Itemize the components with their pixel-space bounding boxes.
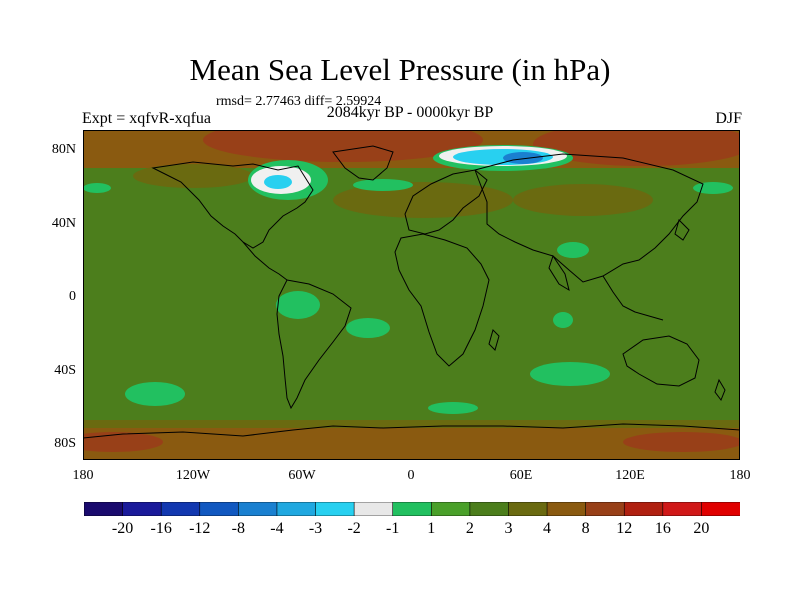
colorbar-swatch [546, 502, 587, 516]
coast-southeast-asia [602, 275, 664, 321]
colorbar-label: -4 [270, 520, 284, 537]
anomaly-barents-low-deep [503, 152, 543, 164]
colorbar-label: -20 [111, 520, 134, 537]
coast-antarctica [83, 423, 740, 439]
anomaly-south-indian-low [530, 362, 610, 386]
colorbar-swatch [701, 502, 740, 516]
colorbar-label: 4 [543, 520, 552, 537]
colorbar-swatch [276, 502, 317, 516]
colorbar-swatch [623, 502, 664, 516]
colorbar-swatch [315, 502, 355, 516]
coast-south-america [276, 279, 352, 410]
lon-label-0: 0 [407, 468, 415, 483]
colorbar-label: -8 [231, 520, 245, 537]
coastlines [83, 145, 740, 439]
colorbar [84, 502, 740, 516]
colorbar-swatch [662, 502, 703, 516]
lat-label-40n: 40N [51, 216, 76, 231]
anomaly-arctic-high [203, 130, 483, 162]
anomaly-northatlantic-green [353, 179, 413, 191]
anomaly-pacific-band [133, 164, 253, 188]
colorbar-swatch [160, 502, 201, 516]
anomaly-antarctic-red-left [83, 432, 163, 452]
colorbar-label: -12 [189, 520, 211, 537]
lon-label-180e: 180 [729, 468, 751, 483]
coast-north-america [151, 161, 314, 249]
colorbar-swatch [238, 502, 278, 516]
colorbar-label: 12 [616, 520, 633, 537]
anomaly-asia-band [513, 184, 653, 216]
coast-central-america [242, 241, 288, 281]
colorbar-swatch [392, 502, 433, 516]
colorbar-label: 1 [427, 520, 436, 537]
colorbar-swatch [199, 502, 240, 516]
lat-label-80n: 80N [51, 142, 76, 157]
anomaly-siberia-high [533, 130, 740, 166]
lon-label-180w: 180 [72, 468, 94, 483]
stats-label: rmsd= 2.77463 diff= 2.59924 [216, 94, 382, 109]
coast-madagascar [488, 329, 500, 351]
lon-label-60e: 60E [509, 468, 533, 483]
lon-label-60w: 60W [288, 468, 316, 483]
colorbar-label: 8 [581, 520, 590, 537]
lat-label-40s: 40S [54, 363, 76, 378]
colorbar-label: 16 [654, 520, 671, 537]
coast-africa [394, 233, 490, 367]
colorbar-swatch [585, 502, 626, 516]
anomaly-canada-low-blue [264, 175, 292, 189]
anomaly-atlantic-band [333, 182, 513, 218]
anomaly-pacific-tropic [276, 291, 320, 319]
season-label: DJF [715, 110, 742, 127]
lon-label-120w: 120W [175, 468, 211, 483]
anomaly-atlantic-tropic [346, 318, 390, 338]
colorbar-label: 2 [465, 520, 474, 537]
map-frame [83, 130, 740, 460]
colorbar-swatch [430, 502, 471, 516]
lat-label-80s: 80S [54, 436, 76, 451]
experiment-label: Expt = xqfvR-xqfua [82, 110, 211, 127]
period-label: 2084kyr BP - 0000kyr BP [326, 104, 494, 121]
anomaly-antarctic-red [623, 432, 740, 452]
colorbar-label: -2 [347, 520, 361, 537]
lon-label-120e: 120E [615, 468, 645, 483]
map-panel [83, 130, 740, 460]
lat-label-0: 0 [69, 289, 76, 304]
anomaly-indian-tropic [553, 312, 573, 328]
coast-asia [474, 153, 704, 283]
colorbar-swatch [508, 502, 548, 516]
anomaly-pacific-green-right [693, 182, 733, 194]
coast-europe [404, 169, 488, 235]
anomaly-pacific-green-left [83, 183, 111, 193]
chart-title: Mean Sea Level Pressure (in hPa) [189, 52, 611, 87]
coast-japan [674, 219, 690, 241]
coast-australia [622, 335, 700, 387]
coast-new-zealand [714, 378, 726, 402]
colorbar-label: 20 [693, 520, 710, 537]
colorbar-label: -1 [386, 520, 400, 537]
colorbar-label: 3 [504, 520, 513, 537]
colorbar-swatch [84, 502, 124, 516]
colorbar-swatch [122, 502, 162, 516]
colorbar-swatch [469, 502, 510, 516]
colorbar-label: -3 [308, 520, 323, 537]
colorbar-label: -16 [150, 520, 172, 537]
anomaly-asia-green [557, 242, 589, 258]
anomaly-south-atlantic-low [428, 402, 478, 414]
anomaly-south-pacific-low [125, 382, 185, 406]
colorbar-swatch [353, 502, 394, 516]
coast-india [548, 254, 570, 292]
coast-greenland [332, 145, 394, 181]
